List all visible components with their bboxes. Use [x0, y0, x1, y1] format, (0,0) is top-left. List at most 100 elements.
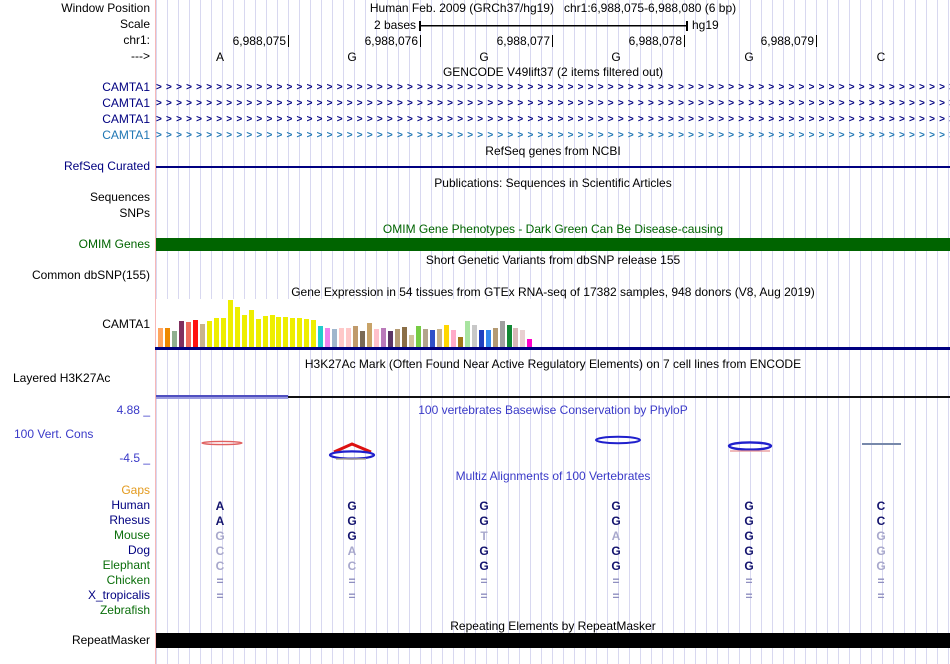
gtex-tissue-bar[interactable] — [443, 325, 449, 348]
gtex-tissue-bar[interactable] — [213, 318, 219, 348]
scale-bar — [419, 21, 688, 31]
gtex-tissue-bar[interactable] — [297, 318, 303, 348]
gtex-tissue-bar[interactable] — [499, 321, 505, 348]
multiz-gap-symbol: = — [348, 589, 356, 603]
gtex-baseline[interactable] — [155, 347, 950, 350]
gtex-tissue-bar[interactable] — [248, 310, 254, 348]
publications-track-title: Publications: Sequences in Scientific Ar… — [434, 176, 672, 190]
gtex-tissue-bar[interactable] — [527, 339, 533, 348]
gtex-tissue-bar[interactable] — [367, 323, 373, 348]
gtex-tissue-bar[interactable] — [311, 320, 317, 348]
gtex-tissue-bar[interactable] — [360, 331, 366, 348]
gtex-tissue-bar[interactable] — [401, 327, 407, 348]
gtex-tissue-bar[interactable] — [457, 337, 463, 348]
gtex-tissue-bar[interactable] — [429, 330, 435, 348]
gtex-tissue-bar[interactable] — [450, 330, 456, 348]
gtex-tissue-bar[interactable] — [206, 321, 212, 348]
gtex-tissue-bar[interactable] — [339, 328, 345, 348]
multiz-aligned-base: G — [876, 529, 886, 543]
repeatmasker-bar[interactable] — [156, 633, 950, 648]
multiz-gap-symbol: = — [877, 574, 885, 588]
multiz-species-label: Chicken — [106, 573, 150, 587]
multiz-aligned-base: T — [480, 529, 488, 543]
phylop-min-label: -4.5 _ — [119, 451, 150, 465]
gtex-tissue-bar[interactable] — [388, 331, 393, 348]
gtex-tissue-bar[interactable] — [290, 318, 296, 348]
multiz-aligned-base: G — [744, 559, 754, 573]
gtex-tissue-bar[interactable] — [192, 320, 198, 348]
gtex-tissue-bar[interactable] — [318, 326, 324, 348]
gtex-tissue-bar[interactable] — [346, 328, 352, 348]
scale-value: 2 bases — [373, 18, 416, 32]
gtex-tissue-bar[interactable] — [227, 300, 233, 348]
scale-genome: hg19 — [692, 18, 719, 32]
gtex-tissue-bar[interactable] — [381, 328, 387, 348]
gtex-tissue-bar[interactable] — [234, 307, 240, 348]
gencode-transcript-intron-arrows[interactable]: >>>>>>>>>>>>>>>>>>>>>>>>>>>>>>>>>>>>>>>>… — [156, 130, 950, 141]
gtex-tissue-bar[interactable] — [520, 330, 526, 348]
gtex-tissue-bar[interactable] — [262, 316, 268, 348]
gtex-tissue-bar[interactable] — [171, 331, 177, 348]
multiz-aligned-base: G — [611, 514, 621, 528]
gencode-transcript-intron-arrows[interactable]: >>>>>>>>>>>>>>>>>>>>>>>>>>>>>>>>>>>>>>>>… — [156, 82, 950, 93]
gtex-tissue-bar[interactable] — [485, 330, 491, 348]
window-position-title: Human Feb. 2009 (GRCh37/hg19) chr1:6,988… — [156, 2, 950, 15]
gtex-tissue-bar[interactable] — [464, 321, 470, 348]
gtex-tissue-bar[interactable] — [478, 330, 484, 348]
gtex-tissue-bar[interactable] — [325, 328, 331, 348]
scale-label: Scale — [119, 17, 150, 31]
reference-base: G — [347, 50, 357, 64]
strand-label[interactable]: ---> — [131, 49, 150, 63]
multiz-species-label: X_tropicalis — [87, 588, 150, 602]
gtex-tissue-bar[interactable] — [241, 315, 247, 348]
gtex-tissue-bar[interactable] — [394, 329, 400, 348]
gencode-transcript-intron-arrows[interactable]: >>>>>>>>>>>>>>>>>>>>>>>>>>>>>>>>>>>>>>>>… — [156, 98, 950, 109]
h3k27ac-signal-line[interactable] — [156, 395, 288, 397]
gtex-tissue-bar[interactable] — [255, 319, 261, 348]
multiz-aligned-base: A — [347, 544, 357, 558]
gtex-tissue-bar[interactable] — [506, 325, 512, 348]
gtex-tissue-bar[interactable] — [353, 326, 359, 348]
gtex-tissue-bar[interactable] — [374, 329, 380, 348]
gtex-tissue-bar[interactable] — [436, 329, 442, 348]
multiz-aligned-base: A — [611, 529, 621, 543]
multiz-aligned-base: G — [479, 499, 489, 513]
omim-track-title: OMIM Gene Phenotypes - Dark Green Can Be… — [382, 222, 724, 236]
gtex-expression-bar-chart[interactable] — [156, 299, 536, 348]
gaps-row-label: Gaps — [121, 483, 150, 497]
gtex-tissue-bar[interactable] — [408, 335, 414, 348]
multiz-aligned-base: G — [876, 559, 886, 573]
h3k27ac-baseline[interactable] — [288, 396, 950, 398]
gtex-tissue-bar[interactable] — [422, 329, 428, 348]
multiz-species-label: Elephant — [102, 558, 150, 572]
gtex-tissue-bar[interactable] — [164, 328, 170, 348]
ruler-number: 6,988,077 — [496, 34, 550, 48]
gtex-tissue-bar[interactable] — [332, 329, 338, 348]
gencode-transcript-intron-arrows[interactable]: >>>>>>>>>>>>>>>>>>>>>>>>>>>>>>>>>>>>>>>>… — [156, 114, 950, 125]
multiz-aligned-base: G — [611, 499, 621, 513]
gtex-tissue-bar[interactable] — [199, 324, 205, 348]
phylop-track-label: 100 Vert. Cons — [14, 427, 94, 441]
omim-gene-bar[interactable] — [156, 238, 950, 251]
multiz-aligned-base: G — [479, 514, 489, 528]
assembly-title: Human Feb. 2009 (GRCh37/hg19) — [369, 1, 554, 15]
multiz-aligned-base: G — [744, 499, 754, 513]
gtex-tissue-bar[interactable] — [269, 315, 275, 348]
gtex-tissue-bar[interactable] — [220, 318, 226, 348]
ruler-number: 6,988,079 — [760, 34, 814, 48]
gtex-tissue-bar[interactable] — [178, 321, 184, 348]
multiz-aligned-base: G — [479, 544, 489, 558]
gtex-tissue-bar[interactable] — [276, 317, 282, 348]
multiz-aligned-base: C — [215, 544, 225, 558]
gtex-tissue-bar[interactable] — [304, 319, 310, 348]
refseq-gene-line[interactable] — [156, 166, 950, 168]
gtex-tissue-bar[interactable] — [158, 328, 163, 348]
gtex-tissue-bar[interactable] — [415, 326, 421, 348]
gtex-tissue-bar[interactable] — [471, 325, 477, 348]
gtex-tissue-bar[interactable] — [513, 328, 519, 348]
snps-label: SNPs — [119, 206, 150, 220]
multiz-gap-symbol: = — [612, 574, 620, 588]
gtex-tissue-bar[interactable] — [283, 317, 289, 348]
gtex-tissue-bar[interactable] — [492, 328, 498, 348]
gtex-tissue-bar[interactable] — [185, 322, 191, 348]
